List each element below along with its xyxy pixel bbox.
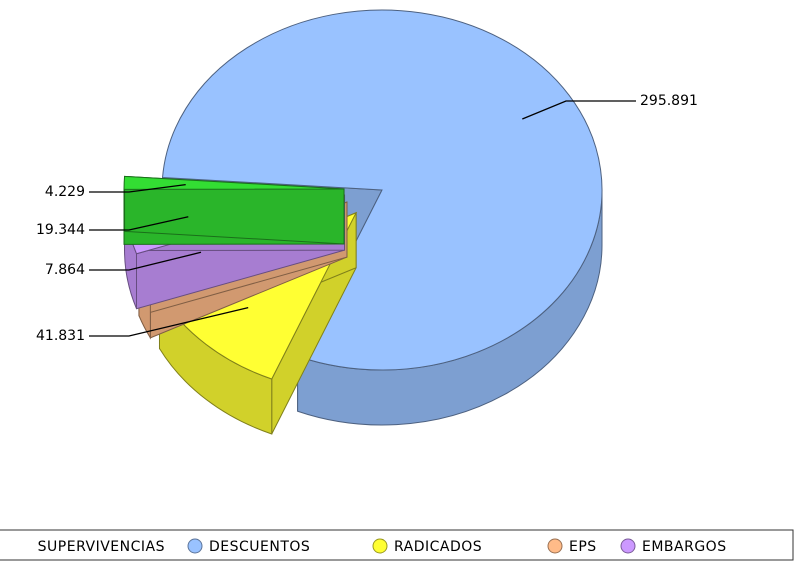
data-label: 19.344 <box>36 222 85 238</box>
legend-label: DESCUENTOS <box>209 539 310 555</box>
legend-label: EPS <box>569 539 597 555</box>
data-label: 41.831 <box>36 328 85 344</box>
data-label: 295.891 <box>640 93 698 109</box>
legend-swatch <box>188 539 202 553</box>
legend-label: RADICADOS <box>394 539 482 555</box>
legend-swatch <box>548 539 562 553</box>
data-label: 4.229 <box>45 184 85 200</box>
legend-swatch <box>373 539 387 553</box>
legend-swatch <box>621 539 635 553</box>
legend-label: SUPERVIVENCIAS <box>38 539 165 555</box>
data-label: 7.864 <box>45 262 85 278</box>
legend-label: EMBARGOS <box>642 539 727 555</box>
